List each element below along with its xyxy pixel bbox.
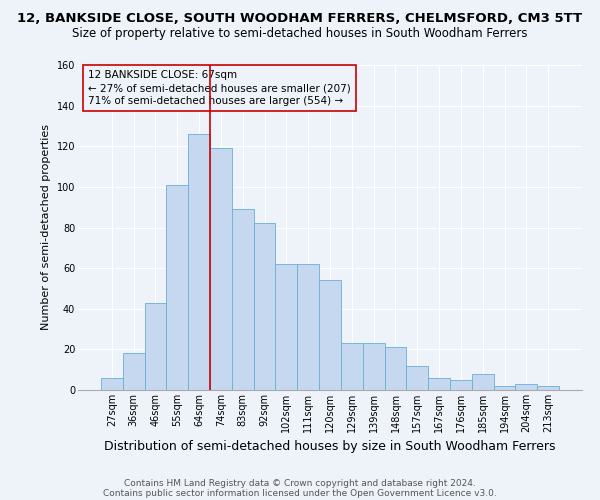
Text: Contains HM Land Registry data © Crown copyright and database right 2024.: Contains HM Land Registry data © Crown c… [124, 478, 476, 488]
Bar [385, 348, 406, 390]
Text: 12, BANKSIDE CLOSE, SOUTH WOODHAM FERRERS, CHELMSFORD, CM3 5TT: 12, BANKSIDE CLOSE, SOUTH WOODHAM FERRER… [17, 12, 583, 26]
Y-axis label: Number of semi-detached properties: Number of semi-detached properties [41, 124, 51, 330]
X-axis label: Distribution of semi-detached houses by size in South Woodham Ferrers: Distribution of semi-detached houses by … [104, 440, 556, 454]
Text: 12 BANKSIDE CLOSE: 67sqm
← 27% of semi-detached houses are smaller (207)
71% of : 12 BANKSIDE CLOSE: 67sqm ← 27% of semi-d… [88, 70, 351, 106]
Bar [145, 302, 166, 390]
Bar [363, 344, 385, 390]
Bar [232, 209, 254, 390]
Bar [210, 148, 232, 390]
Bar [428, 378, 450, 390]
Text: Size of property relative to semi-detached houses in South Woodham Ferrers: Size of property relative to semi-detach… [72, 28, 528, 40]
Bar [494, 386, 515, 390]
Bar [341, 344, 363, 390]
Bar [319, 280, 341, 390]
Bar [515, 384, 537, 390]
Bar [450, 380, 472, 390]
Bar [254, 224, 275, 390]
Bar [297, 264, 319, 390]
Bar [537, 386, 559, 390]
Bar [123, 354, 145, 390]
Bar [188, 134, 210, 390]
Bar [101, 378, 123, 390]
Bar [472, 374, 494, 390]
Bar [166, 185, 188, 390]
Bar [275, 264, 297, 390]
Bar [406, 366, 428, 390]
Text: Contains public sector information licensed under the Open Government Licence v3: Contains public sector information licen… [103, 488, 497, 498]
